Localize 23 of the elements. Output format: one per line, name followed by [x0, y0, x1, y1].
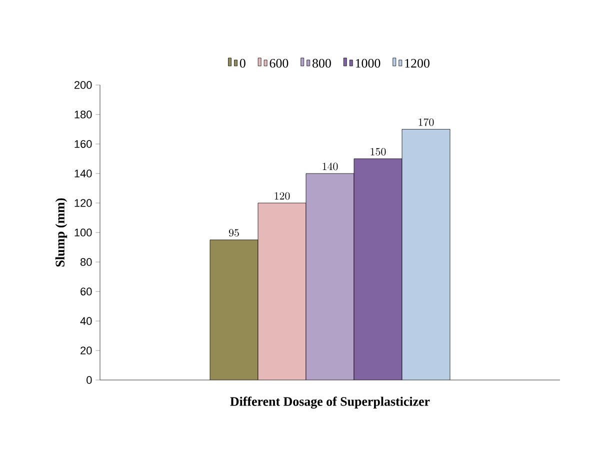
- y-tick-label: 140: [74, 170, 92, 178]
- legend-label: 1200: [405, 58, 430, 68]
- y-tick-label: 100: [74, 228, 92, 236]
- y-tick-label: 20: [80, 346, 92, 354]
- y-axis-title: Slump (mm): [55, 198, 68, 267]
- data-label: 150: [370, 148, 386, 156]
- legend-label: 600: [270, 58, 288, 68]
- y-tick-label: 120: [74, 199, 92, 207]
- legend-label: 800: [312, 58, 331, 68]
- data-label: 120: [274, 192, 290, 200]
- data-label: 140: [322, 162, 338, 170]
- y-tick-label: 200: [74, 81, 92, 89]
- legend-label: 0: [240, 58, 246, 68]
- y-tick-label: 80: [80, 258, 92, 266]
- y-tick-label: 60: [80, 288, 92, 296]
- legend-label: 1000: [356, 58, 380, 68]
- x-axis-title: Different Dosage of Superplasticizer: [230, 396, 430, 409]
- y-tick-label: 0: [86, 376, 92, 384]
- data-label: 170: [418, 118, 434, 126]
- data-label: 95: [229, 229, 239, 237]
- y-tick-label: 40: [80, 317, 92, 325]
- y-tick-label: 180: [74, 110, 92, 118]
- y-tick-label: 160: [74, 140, 92, 148]
